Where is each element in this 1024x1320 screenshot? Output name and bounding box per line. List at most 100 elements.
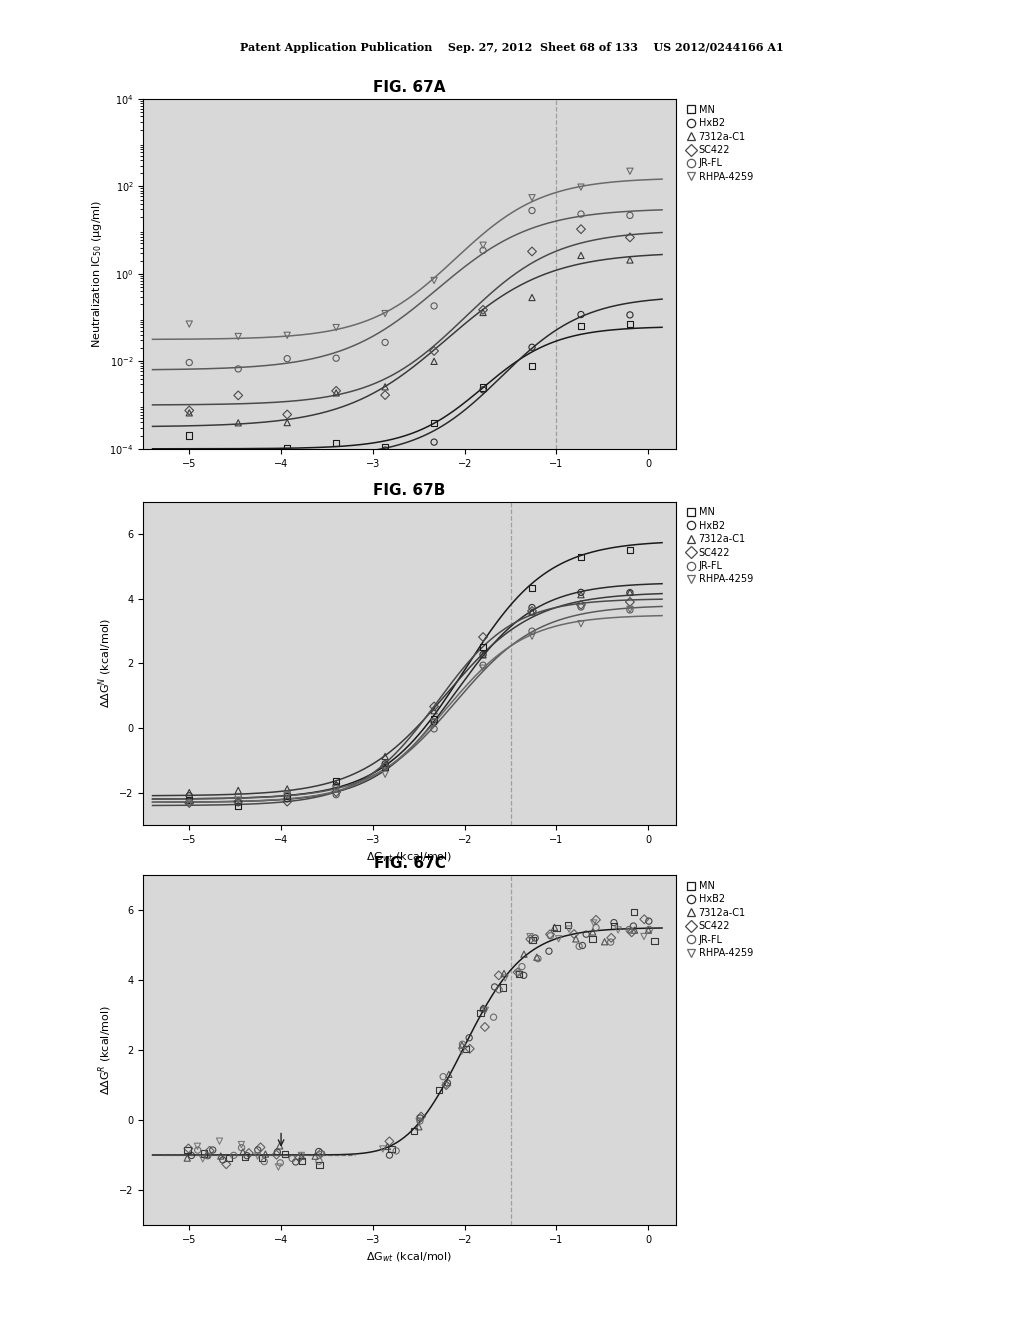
Point — [218, 1154, 234, 1175]
Point — [230, 412, 247, 433]
Point — [567, 928, 584, 949]
Point — [622, 599, 638, 620]
Point — [328, 433, 344, 454]
Point — [461, 1027, 477, 1048]
Point — [181, 425, 198, 446]
Point — [606, 912, 623, 933]
Point — [328, 781, 344, 803]
Point — [234, 1142, 251, 1163]
Point — [477, 999, 494, 1020]
Point — [561, 919, 578, 940]
Point — [195, 1148, 211, 1170]
Point — [440, 1064, 457, 1085]
Point — [622, 591, 638, 612]
Point — [497, 968, 513, 989]
Point — [426, 341, 442, 362]
Point — [572, 582, 589, 603]
Point — [388, 1140, 404, 1162]
Point — [426, 700, 442, 721]
Point — [527, 928, 544, 949]
Point — [515, 965, 531, 986]
Point — [377, 376, 393, 397]
Point — [196, 1143, 212, 1164]
Point — [199, 1144, 215, 1166]
Point — [475, 240, 492, 261]
Point — [528, 946, 545, 968]
Point — [524, 199, 541, 220]
Point — [383, 1139, 399, 1160]
Point — [230, 358, 247, 379]
Point — [279, 412, 295, 433]
Point — [181, 403, 198, 424]
Point — [412, 1110, 428, 1131]
Point — [524, 355, 541, 376]
Point — [511, 964, 527, 985]
Point — [572, 304, 589, 325]
Point — [541, 941, 557, 962]
Point — [328, 347, 344, 368]
Point — [377, 756, 393, 777]
Point — [279, 404, 295, 425]
Point — [181, 792, 198, 813]
Point — [328, 784, 344, 805]
Point — [230, 780, 247, 801]
Y-axis label: Neutralization IC$_{50}$ (µg/ml): Neutralization IC$_{50}$ (µg/ml) — [90, 199, 103, 348]
Point — [189, 1135, 206, 1156]
Point — [215, 1150, 231, 1171]
Point — [377, 756, 393, 777]
Point — [524, 337, 541, 358]
Point — [454, 1040, 470, 1061]
Point — [379, 1137, 395, 1158]
Point — [475, 636, 492, 657]
Point — [627, 920, 643, 941]
Title: FIG. 67C: FIG. 67C — [374, 857, 445, 871]
Point — [524, 187, 541, 209]
Point — [524, 602, 541, 623]
Point — [328, 770, 344, 791]
Point — [572, 219, 589, 240]
Point — [574, 935, 591, 956]
Point — [426, 711, 442, 733]
Point — [230, 789, 247, 810]
Point — [328, 779, 344, 800]
Point — [181, 785, 198, 807]
Point — [529, 948, 546, 969]
Point — [230, 442, 247, 463]
Point — [622, 205, 638, 226]
Point — [588, 917, 604, 939]
Point — [279, 779, 295, 800]
Point — [622, 227, 638, 248]
Point — [225, 1144, 242, 1166]
Point — [426, 413, 442, 434]
Point — [213, 1146, 229, 1167]
Point — [426, 269, 442, 290]
Point — [381, 1144, 397, 1166]
Point — [181, 792, 198, 813]
Point — [202, 1140, 218, 1162]
Point — [230, 326, 247, 347]
Point — [572, 585, 589, 606]
Point — [279, 784, 295, 805]
Point — [524, 620, 541, 642]
Point — [578, 924, 594, 945]
Text: Patent Application Publication    Sep. 27, 2012  Sheet 68 of 133    US 2012/0244: Patent Application Publication Sep. 27, … — [241, 42, 783, 53]
Point — [311, 1151, 328, 1172]
Point — [455, 1034, 471, 1055]
Point — [514, 956, 530, 977]
Point — [270, 1156, 287, 1177]
Point — [411, 1117, 427, 1138]
Point — [279, 791, 295, 812]
Point — [257, 1143, 273, 1164]
Point — [293, 1144, 309, 1166]
Point — [279, 788, 295, 809]
Point — [621, 919, 637, 940]
Point — [622, 582, 638, 603]
Point — [586, 912, 602, 933]
Point — [279, 325, 295, 346]
Point — [181, 314, 198, 335]
Point — [458, 1039, 474, 1060]
Point — [268, 1144, 285, 1166]
Point — [495, 977, 511, 998]
Point — [310, 1140, 327, 1162]
Point — [250, 1146, 266, 1167]
